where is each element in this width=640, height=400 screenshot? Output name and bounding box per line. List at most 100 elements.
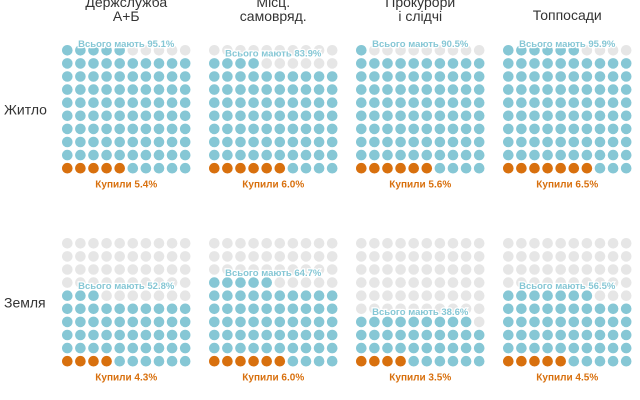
dot-have-r1-c0-27 <box>153 329 165 341</box>
dot-have-r0-c0-41 <box>75 110 86 122</box>
dot-empty-r1-c3-95 <box>568 238 580 249</box>
dot-empty-r0-c1-97 <box>300 45 312 56</box>
dot-have-r1-c2-31 <box>369 316 380 328</box>
dot-have-r0-c3-89 <box>620 58 632 69</box>
dot-have-r0-c2-39 <box>473 123 485 135</box>
dot-empty-r1-c2-90 <box>356 238 367 249</box>
dot-have-r0-c3-37 <box>594 123 606 135</box>
dot-empty-r1-c3-77 <box>594 264 606 275</box>
dot-empty-r0-c1-99 <box>326 45 338 56</box>
dot-have-r0-c0-70 <box>62 71 73 82</box>
dot-have-r0-c2-82 <box>382 58 393 69</box>
dot-have-r0-c2-48 <box>460 110 472 122</box>
dot-have-r0-c2-84 <box>408 58 420 69</box>
dot-have-r1-c0-51 <box>75 290 86 302</box>
dot-have-r1-c3-16 <box>581 342 593 354</box>
dot-bought-r1-c0-2 <box>88 355 99 367</box>
dot-have-r1-c3-8 <box>607 355 619 367</box>
dot-empty-r1-c0-67 <box>153 277 165 288</box>
dot-have-r1-c1-19 <box>326 342 338 354</box>
dot-have-r1-c0-45 <box>127 303 139 315</box>
dot-have-r0-c1-54 <box>261 97 273 108</box>
dot-empty-r1-c1-89 <box>326 251 338 262</box>
dot-have-r1-c3-46 <box>581 303 593 315</box>
dot-have-r0-c3-11 <box>516 149 527 161</box>
dot-have-r1-c1-33 <box>248 316 259 328</box>
dot-have-r1-c1-20 <box>209 329 220 341</box>
dot-have-r1-c1-49 <box>326 303 338 315</box>
dot-bought-r1-c1-3 <box>248 355 259 367</box>
dot-have-r0-c1-34 <box>261 123 273 135</box>
dot-have-r0-c1-31 <box>222 123 233 135</box>
dot-have-r0-c3-14 <box>555 149 566 161</box>
dot-have-r1-c2-34 <box>408 316 420 328</box>
dot-have-r0-c2-51 <box>369 97 380 108</box>
dot-have-r1-c2-21 <box>369 329 380 341</box>
dot-have-r0-c2-43 <box>395 110 406 122</box>
dot-have-r1-c3-12 <box>529 342 540 354</box>
dot-have-r0-c1-38 <box>313 123 325 135</box>
dot-have-r0-c0-54 <box>114 97 125 108</box>
dot-have-r1-c0-47 <box>153 303 165 315</box>
dot-have-r1-c0-10 <box>62 342 73 354</box>
dot-empty-r1-c0-56 <box>140 290 152 302</box>
dot-have-r0-c3-34 <box>555 123 566 135</box>
dot-have-r0-c1-68 <box>313 84 325 95</box>
dot-have-r0-c0-61 <box>75 84 86 95</box>
dot-have-r1-c3-31 <box>516 316 527 328</box>
dot-empty-r1-c3-94 <box>555 238 566 249</box>
dot-have-r0-c2-74 <box>408 71 420 82</box>
dot-have-r1-c1-29 <box>326 329 338 341</box>
dot-have-r1-c1-26 <box>287 329 299 341</box>
dot-have-r0-c3-15 <box>568 149 580 161</box>
dot-bought-r0-c0-0 <box>62 162 73 174</box>
dot-have-r0-c3-46 <box>581 110 593 122</box>
dot-have-r1-c1-25 <box>274 329 286 341</box>
dot-empty-r1-c0-54 <box>114 290 125 302</box>
dot-have-r0-c0-60 <box>62 84 73 95</box>
dot-have-r0-c0-16 <box>140 149 152 161</box>
dot-have-r0-c1-58 <box>313 97 325 108</box>
dot-have-r0-c2-47 <box>447 110 459 122</box>
dot-have-r1-c1-62 <box>235 277 246 288</box>
dot-have-r1-c1-46 <box>287 303 299 315</box>
dot-have-r1-c1-35 <box>274 316 286 328</box>
dot-have-r1-c0-46 <box>140 303 152 315</box>
dot-empty-r1-c3-72 <box>529 264 540 275</box>
dot-have-r0-c0-19 <box>179 149 191 161</box>
dot-bought-r0-c1-2 <box>235 162 246 174</box>
dot-have-r1-c0-35 <box>127 316 139 328</box>
dot-empty-r1-c0-59 <box>179 290 191 302</box>
dot-have-r0-c1-43 <box>248 110 259 122</box>
dot-empty-r0-c3-97 <box>594 45 606 56</box>
dot-empty-r1-c1-70 <box>209 264 220 275</box>
dot-have-r0-c2-36 <box>434 123 446 135</box>
dot-have-r0-c3-32 <box>529 123 540 135</box>
dot-have-r1-c2-15 <box>421 342 433 354</box>
dot-empty-r1-c2-59 <box>473 290 485 302</box>
dot-have-r0-c2-71 <box>369 71 380 82</box>
dot-have-r1-c1-15 <box>274 342 286 354</box>
dot-empty-r1-c3-98 <box>607 238 619 249</box>
dot-have-r0-c3-78 <box>607 71 619 82</box>
dot-empty-r1-c2-62 <box>382 277 393 288</box>
dot-have-r1-c1-13 <box>248 342 259 354</box>
dot-have-r0-c2-79 <box>473 71 485 82</box>
dot-have-r0-c0-87 <box>153 58 165 69</box>
dot-have-r0-c0-53 <box>101 97 112 108</box>
dot-bought-r1-c1-2 <box>235 355 246 367</box>
dot-empty-r0-c2-92 <box>382 45 393 56</box>
dot-have-r1-c0-41 <box>75 303 86 315</box>
dot-have-r0-c2-90 <box>356 45 367 56</box>
dot-empty-r1-c2-73 <box>395 264 406 275</box>
dot-have-r0-c3-85 <box>568 58 580 69</box>
dot-empty-r0-c1-86 <box>287 58 299 69</box>
dot-have-r0-c2-15 <box>421 149 433 161</box>
dot-have-r1-c1-51 <box>222 290 233 302</box>
dot-empty-r1-c2-74 <box>408 264 420 275</box>
dot-have-r0-c0-77 <box>153 71 165 82</box>
have-label-r1-c3: Всього мають 56.5% <box>519 281 616 292</box>
dot-empty-r1-c1-65 <box>274 277 286 288</box>
dot-empty-r1-c1-94 <box>261 238 273 249</box>
dot-have-r0-c0-63 <box>101 84 112 95</box>
